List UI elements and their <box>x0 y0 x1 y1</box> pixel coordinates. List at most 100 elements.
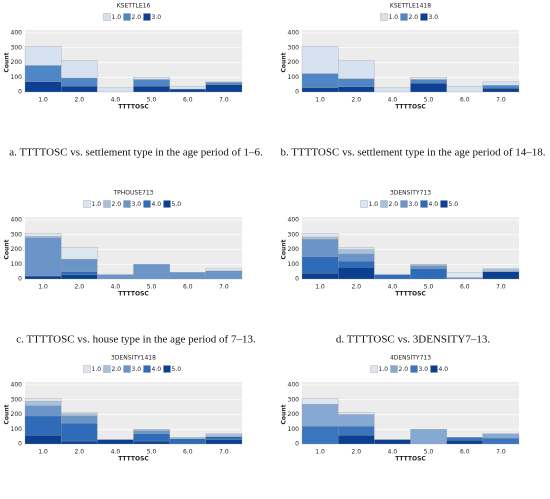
y-tick-label: 0 <box>295 276 299 283</box>
legend-swatch <box>430 365 438 373</box>
bar-segment <box>205 81 243 83</box>
y-tick-label: 200 <box>288 59 300 66</box>
chart-panel: 0 100 200 300 400 1.0 2.0 4.0 5.0 6.0 7.0 TTTTOSC Co… <box>281 355 520 499</box>
x-tick-label: 4.0 <box>111 284 121 291</box>
bar-segment <box>374 87 411 93</box>
legend-label: 1.0 <box>92 201 102 208</box>
bar-segment <box>61 440 98 445</box>
bar-segment <box>133 264 170 280</box>
bar-segment <box>338 267 375 280</box>
bar-segment <box>446 272 483 278</box>
legend-label: 4.0 <box>439 366 449 373</box>
x-axis-label: TTTTOSC <box>118 291 149 298</box>
bar-segment <box>338 261 375 268</box>
legend-label: 5.0 <box>449 201 459 208</box>
bar-segment <box>205 268 243 272</box>
legend-label: 2.0 <box>409 14 419 21</box>
bar-segment <box>482 437 520 445</box>
x-tick-label: 7.0 <box>496 449 506 456</box>
bar-segment <box>97 87 134 93</box>
x-tick-label: 2.0 <box>74 97 84 104</box>
bar-segment <box>482 268 520 272</box>
bar-segment <box>301 87 339 93</box>
x-axis-label: TTTTOSC <box>395 456 426 463</box>
y-tick-label: 0 <box>18 89 22 96</box>
y-tick-label: 400 <box>11 217 23 224</box>
x-tick-label: 4.0 <box>111 449 121 456</box>
bar-segment <box>338 412 375 415</box>
y-tick-label: 300 <box>11 44 23 51</box>
x-tick-label: 2.0 <box>351 97 361 104</box>
bar-segment <box>301 46 339 74</box>
legend-label: 2.0 <box>389 201 399 208</box>
legend-label: 4.0 <box>429 201 439 208</box>
x-axis-label: TTTTOSC <box>395 104 426 111</box>
legend-label: 3.0 <box>152 14 162 21</box>
x-tick-label: 6.0 <box>460 449 470 456</box>
bar-segment <box>61 415 98 424</box>
x-tick-label: 2.0 <box>74 449 84 456</box>
x-tick-label: 5.0 <box>147 284 157 291</box>
x-axis-label: TTTTOSC <box>118 104 149 111</box>
bar-segment <box>410 79 447 84</box>
y-tick-label: 100 <box>11 426 23 433</box>
bar-segment <box>24 236 62 238</box>
chart-panel: 0 100 200 300 400 1.0 2.0 4.0 5.0 6.0 7.0 TTTTOSC Co… <box>280 3 545 159</box>
legend-swatch <box>83 200 91 208</box>
legend-swatch <box>123 13 131 21</box>
bar-segment <box>338 247 375 250</box>
chart-panel: 0 100 200 300 400 1.0 2.0 4.0 5.0 6.0 7.0 TTTTOSC Co… <box>4 3 263 159</box>
x-tick-label: 1.0 <box>315 97 325 104</box>
bar-segment <box>482 85 520 89</box>
x-tick-label: 2.0 <box>351 284 361 291</box>
y-tick-label: 0 <box>295 89 299 96</box>
chart-title: KSETTLE1418 <box>390 3 431 10</box>
legend-label: 3.0 <box>409 201 419 208</box>
bar-segment <box>205 270 243 280</box>
bar-segment <box>24 398 62 402</box>
legend-label: 1.0 <box>379 366 389 373</box>
y-tick-label: 100 <box>11 261 23 268</box>
bar-segment <box>446 277 483 280</box>
legend-label: 4.0 <box>152 201 162 208</box>
y-tick-label: 400 <box>11 382 23 389</box>
bar-segment <box>61 271 98 275</box>
x-tick-label: 6.0 <box>460 97 470 104</box>
bar-segment <box>301 73 339 88</box>
chart-title: 4DENSITY713 <box>390 355 431 362</box>
x-tick-label: 4.0 <box>111 97 121 104</box>
bar-segment <box>338 426 375 436</box>
x-tick-label: 6.0 <box>183 284 193 291</box>
bar-segment <box>61 423 98 442</box>
bar-segment <box>24 233 62 237</box>
x-tick-label: 5.0 <box>147 449 157 456</box>
legend-swatch <box>400 13 408 21</box>
bar-segment <box>205 433 243 437</box>
y-tick-label: 0 <box>295 441 299 448</box>
legend-swatch <box>123 365 131 373</box>
legend-swatch <box>143 365 151 373</box>
bar-segment <box>61 274 98 280</box>
y-tick-label: 200 <box>288 411 300 418</box>
caption: a. TTTTOSC vs. settlement type in the ag… <box>9 147 263 159</box>
caption: d. TTTTOSC vs. 3DENSITY7–13. <box>336 334 490 346</box>
bar-segment <box>61 412 98 414</box>
bar-segment <box>338 249 375 255</box>
y-tick-label: 300 <box>288 231 300 238</box>
bar-segment <box>24 435 62 445</box>
chart-panel: 0 100 200 300 400 1.0 2.0 4.0 5.0 6.0 7.0 TTTTOSC Co… <box>4 355 243 499</box>
legend-swatch <box>380 13 388 21</box>
chart-panel: 0 100 200 300 400 1.0 2.0 4.0 5.0 6.0 7.0 TTTTOSC Co… <box>281 190 520 346</box>
legend-label: 1.0 <box>112 14 122 21</box>
y-tick-label: 400 <box>288 30 300 37</box>
bar-segment <box>301 426 339 445</box>
legend-swatch <box>83 365 91 373</box>
x-tick-label: 5.0 <box>424 97 434 104</box>
y-tick-label: 0 <box>18 441 22 448</box>
bar-segment <box>446 437 483 441</box>
x-tick-label: 4.0 <box>388 449 398 456</box>
y-tick-label: 100 <box>288 74 300 81</box>
legend-swatch <box>370 365 378 373</box>
bar-segment <box>338 414 375 427</box>
legend-swatch <box>103 13 111 21</box>
